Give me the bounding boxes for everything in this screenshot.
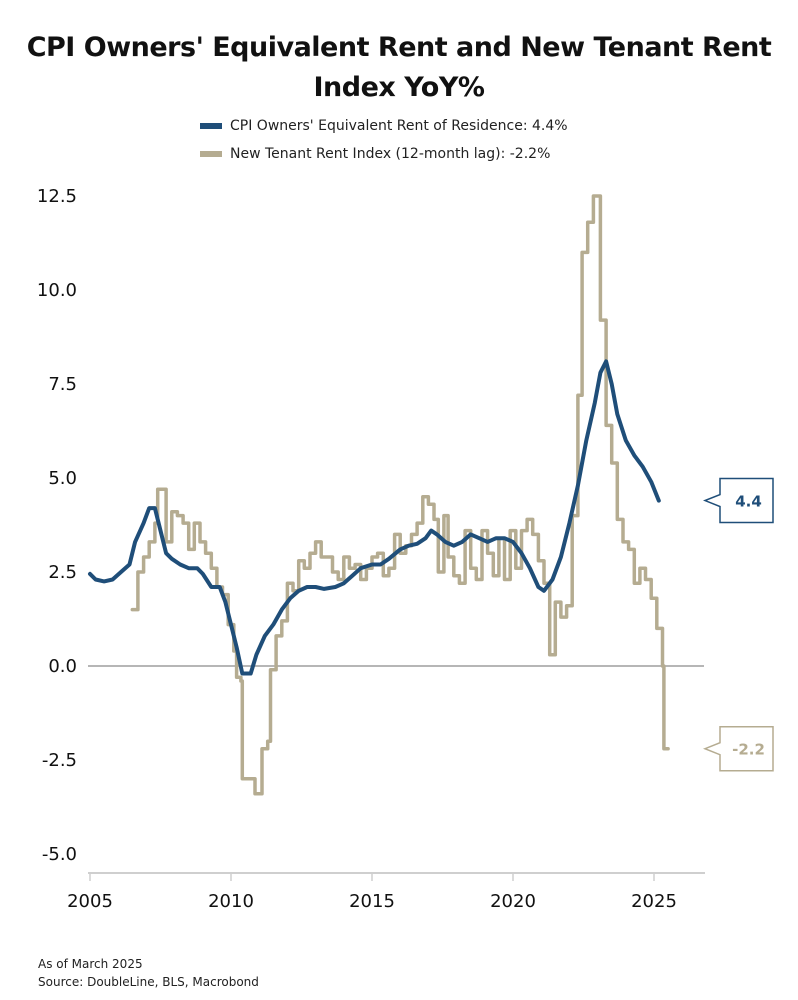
callout-oer-label: 4.4 bbox=[735, 493, 762, 511]
y-tick-label: 10.0 bbox=[37, 280, 77, 301]
x-tick-label: 2005 bbox=[67, 891, 113, 912]
x-tick-label: 2020 bbox=[490, 891, 536, 912]
y-tick-label: -2.5 bbox=[42, 750, 77, 771]
legend-swatch-oer bbox=[200, 123, 222, 129]
footer-source: Source: DoubleLine, BLS, Macrobond bbox=[38, 975, 259, 989]
legend-item-new-tenant: New Tenant Rent Index (12-month lag): -2… bbox=[200, 140, 568, 168]
series-line-new-tenant bbox=[130, 194, 670, 796]
footer: As of March 2025 Source: DoubleLine, BLS… bbox=[38, 955, 259, 991]
legend-label-oer: CPI Owners' Equivalent Rent of Residence… bbox=[230, 118, 568, 134]
callout-new-tenant-label: -2.2 bbox=[732, 741, 765, 759]
legend-swatch-new-tenant bbox=[200, 151, 222, 157]
footer-as-of: As of March 2025 bbox=[38, 957, 143, 971]
y-tick-label: 5.0 bbox=[48, 468, 77, 489]
y-tick-label: 12.5 bbox=[37, 186, 77, 207]
x-tick-label: 2015 bbox=[349, 891, 395, 912]
y-tick-label: 2.5 bbox=[48, 562, 77, 583]
y-tick-label: 7.5 bbox=[48, 374, 77, 395]
callout-new-tenant-box bbox=[702, 725, 774, 772]
chart-title-line-2: Index YoY% bbox=[313, 72, 485, 103]
legend-item-oer: CPI Owners' Equivalent Rent of Residence… bbox=[200, 112, 568, 140]
x-tick-label: 2010 bbox=[208, 891, 254, 912]
series-line-oer bbox=[88, 359, 661, 676]
callout-oer-box bbox=[702, 477, 774, 524]
x-tick-label: 2025 bbox=[631, 891, 677, 912]
legend-label-new-tenant: New Tenant Rent Index (12-month lag): -2… bbox=[230, 146, 551, 162]
chart-title-line-1: CPI Owners' Equivalent Rent and New Tena… bbox=[26, 32, 772, 63]
y-tick-label: -5.0 bbox=[42, 844, 77, 865]
chart-title: CPI Owners' Equivalent Rent and New Tena… bbox=[0, 28, 798, 108]
y-tick-label: 0.0 bbox=[48, 656, 77, 677]
legend: CPI Owners' Equivalent Rent of Residence… bbox=[200, 112, 568, 168]
